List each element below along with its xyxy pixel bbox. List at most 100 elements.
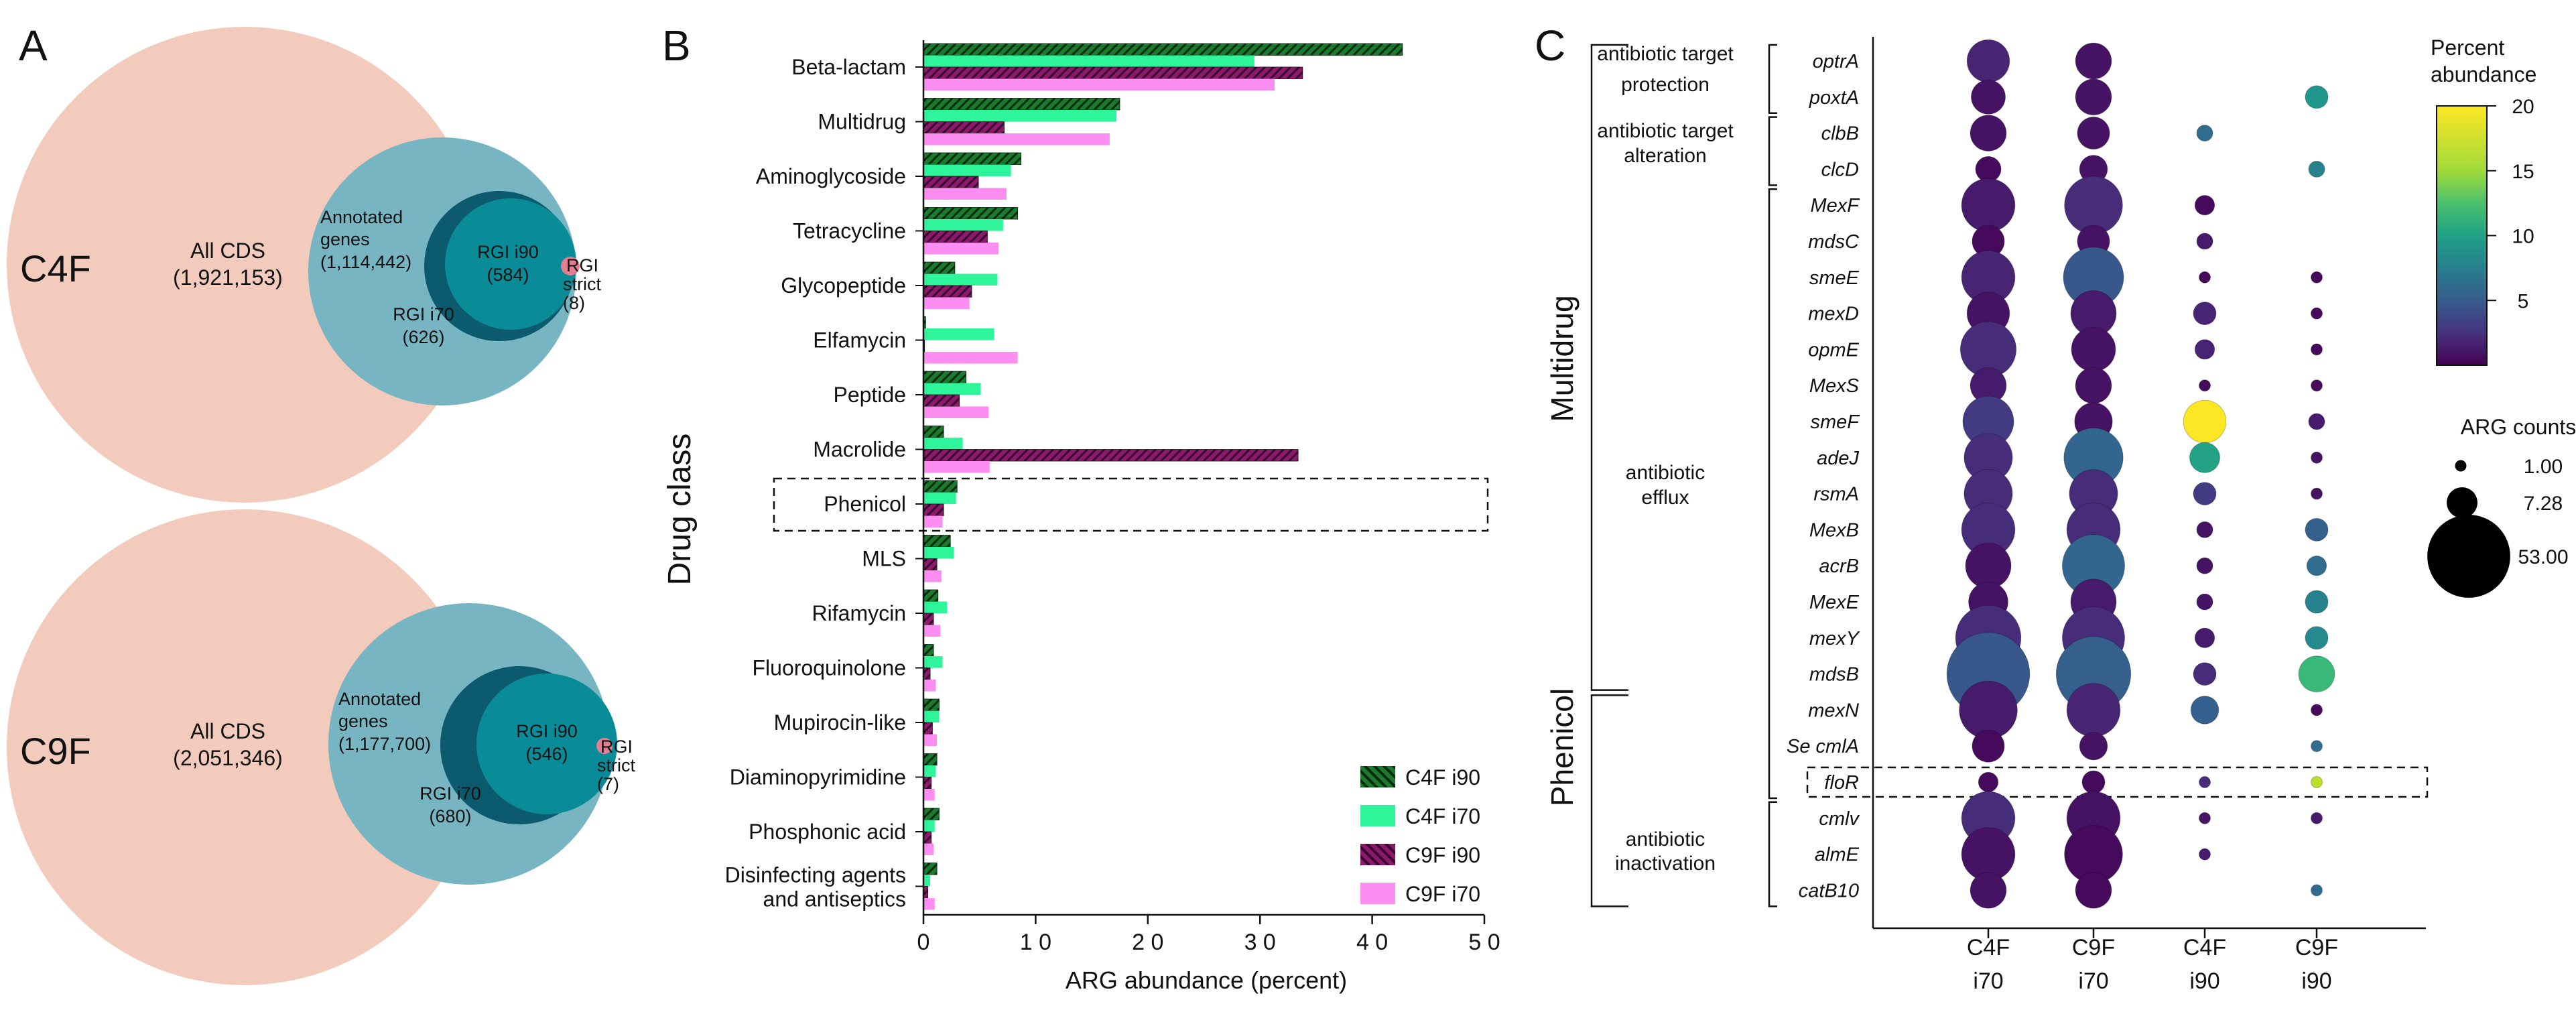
- dot-clcd: [1975, 155, 2002, 182]
- size-legend-label: 1.00: [2524, 456, 2563, 478]
- legend-label: C9F i70: [1405, 882, 1480, 906]
- venn-rgi-i90-circle: [476, 674, 617, 814]
- bar-c4f-i90: [923, 98, 1120, 111]
- bar-c9f-i70: [923, 734, 938, 746]
- bar-c9f-i70: [923, 133, 1110, 145]
- venn-all-count: (2,051,346): [173, 746, 283, 770]
- dot-optra: [1966, 39, 2010, 83]
- dot-acrb: [1965, 542, 2012, 589]
- dot-mdsb: [2298, 655, 2335, 692]
- dot-smef: [2183, 399, 2227, 444]
- venn-strict-count: (7): [597, 774, 619, 794]
- category-label: Glycopeptide: [781, 273, 906, 298]
- venn-annotated-label-2: genes: [338, 711, 388, 731]
- panel-letter-b: B: [662, 21, 691, 70]
- bar-c4f-i70: [923, 492, 956, 504]
- drug-group-label: Multidrug: [1545, 295, 1580, 422]
- bar-c9f-i70: [923, 461, 990, 473]
- x-category-sample: C9F: [2072, 935, 2115, 960]
- gene-label: mexN: [1808, 700, 1859, 721]
- mechanism-label: alteration: [1624, 145, 1706, 167]
- bar-c4f-i90: [923, 808, 940, 820]
- dot-clbb: [2077, 117, 2110, 150]
- bar-c4f-i90: [923, 426, 944, 438]
- venn-i90-label: RGI i90: [516, 721, 578, 741]
- x-tick-label: 0: [917, 930, 930, 955]
- bar-c4f-i70: [923, 875, 931, 887]
- bar-c9f-i70: [923, 570, 942, 582]
- bar-c9f-i90: [923, 722, 933, 735]
- venn-strict-label: RGI: [600, 737, 633, 757]
- category-label: Aminoglycoside: [756, 164, 906, 188]
- legend-swatch: [1360, 883, 1395, 904]
- bar-c4f-i90: [923, 644, 934, 657]
- category-label: Tetracycline: [793, 219, 906, 243]
- bar-c4f-i90: [923, 589, 939, 602]
- mechanism-bracket: [1768, 801, 1777, 907]
- dot-flor: [2199, 776, 2211, 788]
- gene-label: mexY: [1809, 628, 1861, 649]
- bar-c9f-i70: [923, 625, 941, 637]
- venn-all-label: All CDS: [190, 239, 265, 263]
- venn-annotated-label: Annotated: [320, 207, 403, 227]
- gene-label: clcD: [1821, 159, 1859, 180]
- category-label: Diaminopyrimidine: [730, 765, 906, 789]
- legend-swatch: [1360, 805, 1395, 826]
- panel-c-dot-plot: C optrA poxtA clbB clcD MexF mdsC smeE mexD opmE…: [1535, 21, 2576, 994]
- gene-label: acrB: [1819, 556, 1859, 577]
- size-legend-label: 7.28: [2524, 493, 2563, 515]
- dot-mexd: [2193, 302, 2217, 326]
- bar-plot-area: Beta-lactam Multidrug Aminoglycoside Tetrac…: [725, 40, 1500, 955]
- color-scale-tick-label: 20: [2512, 96, 2534, 118]
- dot-flor: [2081, 770, 2106, 794]
- venn-annotated-label-2: genes: [320, 229, 370, 249]
- bar-c4f-i70: [923, 656, 943, 668]
- x-category-threshold: i90: [2189, 968, 2219, 994]
- dot-flor: [2311, 776, 2323, 788]
- gene-label: rsmA: [1813, 484, 1859, 505]
- bar-c9f-i70: [923, 243, 999, 255]
- venn-i70-count: (626): [402, 327, 444, 347]
- mechanism-label: antibiotic target: [1597, 120, 1734, 142]
- dot-clcd: [2308, 160, 2325, 178]
- bar-c9f-i90: [923, 121, 1005, 134]
- dot-plot-area: optrA poxtA clbB clcD MexF mdsC smeE mexD opmE Me…: [1545, 37, 2429, 994]
- mechanism-bracket: [1768, 188, 1777, 800]
- bar-c9f-i70: [923, 297, 970, 309]
- venn-all-cds-circle: [7, 509, 482, 985]
- color-scale-tick-label: 10: [2512, 226, 2534, 248]
- bar-c9f-i70: [923, 352, 1018, 364]
- venn-top: C4F All CDS (1,921,153) Annotated genes …: [7, 27, 601, 503]
- mechanism-label: inactivation: [1615, 852, 1716, 875]
- bar-c4f-i70: [923, 765, 936, 777]
- dot-cmlv: [2199, 812, 2211, 824]
- size-legend-dot: [2447, 487, 2477, 518]
- dot-cmlv: [2311, 812, 2323, 824]
- dot-flor: [1978, 771, 1999, 793]
- dot-mexb: [2196, 521, 2213, 538]
- mechanism-bracket: [1768, 44, 1777, 115]
- bar-c4f-i70: [923, 438, 963, 450]
- venn-all-count: (1,921,153): [173, 265, 283, 290]
- color-scale-bar: [2436, 105, 2488, 366]
- venn-sample-label: C4F: [20, 247, 91, 290]
- dot-mexe: [2305, 590, 2329, 614]
- panel-letter-a: A: [19, 21, 48, 70]
- bar-c4f-i90: [923, 480, 958, 493]
- bar-c9f-i70: [923, 898, 935, 910]
- bar-c9f-i90: [923, 831, 932, 844]
- dot-alme: [2199, 848, 2211, 861]
- venn-all-cds-circle: [7, 27, 482, 503]
- color-scale-tick-label: 5: [2518, 290, 2529, 312]
- gene-label: cmlv: [1819, 808, 1860, 830]
- dot-poxta: [1971, 79, 2006, 115]
- bar-c4f-i90: [923, 261, 956, 274]
- drug-group-bracket: [1590, 694, 1628, 907]
- venn-annotated-label: Annotated: [338, 689, 421, 709]
- dot-mexy: [2194, 627, 2215, 649]
- dot-mexy: [2305, 626, 2329, 650]
- dot-mexf: [2194, 194, 2215, 216]
- bar-c9f-i90: [923, 449, 1299, 462]
- bar-c4f-i70: [923, 55, 1254, 67]
